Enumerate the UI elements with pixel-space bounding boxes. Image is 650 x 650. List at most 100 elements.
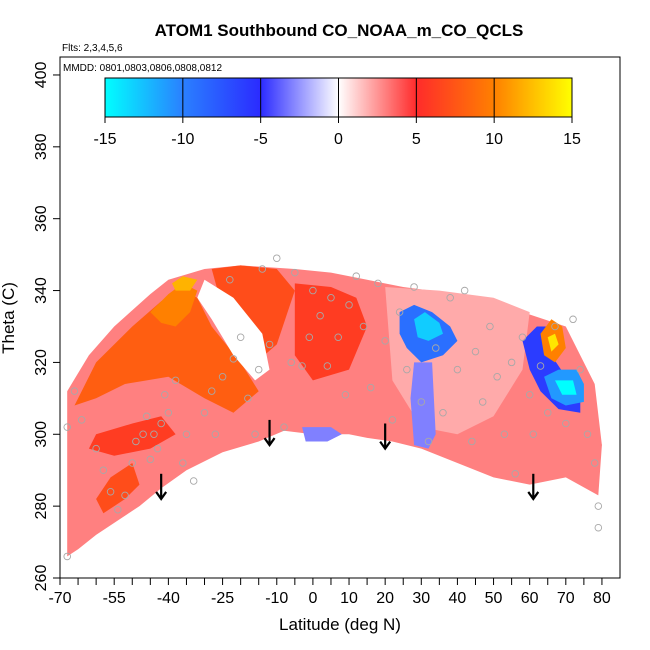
plot-frame bbox=[59, 56, 621, 579]
sample-point bbox=[226, 276, 234, 284]
sample-point bbox=[345, 301, 353, 309]
sample-point bbox=[417, 398, 426, 406]
sample-point bbox=[551, 322, 559, 331]
sample-point bbox=[569, 315, 577, 324]
y-tick-label: 360 bbox=[33, 205, 50, 232]
heat-region-north-low-tail bbox=[573, 412, 602, 456]
heat-region-north-cyan-core bbox=[555, 380, 577, 395]
heat-region-mid-band bbox=[294, 283, 368, 381]
sample-point bbox=[258, 265, 267, 273]
colorbar-tick-label: -5 bbox=[254, 131, 268, 148]
heat-region-south-band-strong bbox=[74, 290, 259, 413]
heat-region-south-low-patch bbox=[88, 416, 176, 456]
sample-point bbox=[460, 286, 469, 295]
y-tick-label: 380 bbox=[33, 133, 50, 160]
sample-point bbox=[468, 437, 476, 446]
sample-point bbox=[341, 391, 350, 399]
sample-point bbox=[525, 391, 534, 399]
sample-point bbox=[478, 398, 487, 406]
sample-point bbox=[316, 311, 324, 320]
sample-point bbox=[70, 387, 79, 395]
sample-point bbox=[128, 459, 137, 467]
sample-point bbox=[424, 437, 433, 446]
sample-point bbox=[121, 491, 129, 500]
sample-point bbox=[298, 362, 306, 370]
arrow-head bbox=[379, 441, 392, 451]
colorbar-tick-label: 10 bbox=[485, 131, 503, 148]
heat-region-blue-stem bbox=[410, 362, 436, 449]
x-axis-label: Latitude (deg N) bbox=[279, 615, 401, 634]
y-axis-label: Theta (C) bbox=[0, 282, 18, 354]
sample-point bbox=[536, 362, 545, 370]
x-tick-label: -40 bbox=[157, 590, 180, 607]
sample-point bbox=[471, 347, 480, 356]
y-tick-label: 320 bbox=[33, 349, 50, 376]
colorbar-tick-label: 0 bbox=[334, 131, 343, 148]
x-tick-label: 50 bbox=[485, 590, 503, 607]
x-tick-label: 0 bbox=[308, 590, 317, 607]
sample-point bbox=[291, 268, 299, 277]
sample-point bbox=[229, 355, 238, 363]
x-tick-label: 60 bbox=[521, 590, 539, 607]
heat-region-south-deep-patch bbox=[96, 463, 140, 514]
sample-point bbox=[106, 488, 115, 496]
sample-point bbox=[583, 430, 592, 439]
sample-point bbox=[236, 333, 245, 342]
sample-point bbox=[182, 430, 191, 439]
sample-point bbox=[511, 470, 519, 478]
sample-point bbox=[218, 373, 227, 381]
sample-point bbox=[323, 362, 332, 370]
arrow-head bbox=[155, 491, 168, 501]
sample-point bbox=[543, 408, 552, 417]
sample-point bbox=[403, 365, 411, 374]
chart-title: ATOM1 Southbound CO_NOAA_m_CO_QCLS bbox=[155, 21, 524, 40]
sample-point bbox=[594, 502, 603, 510]
y-tick-label: 400 bbox=[33, 62, 50, 89]
sample-point bbox=[63, 552, 71, 561]
sample-point bbox=[507, 358, 516, 367]
sample-point bbox=[157, 419, 165, 428]
heat-region-south-core bbox=[150, 283, 198, 327]
sample-point bbox=[439, 408, 447, 417]
sample-point bbox=[493, 373, 501, 381]
sample-point bbox=[309, 286, 317, 295]
sample-point bbox=[77, 416, 86, 424]
axes: -70 -55 -40 -25 -10 0 10 20 30 40 50 60 70 8026028030… bbox=[33, 62, 611, 607]
sample-point bbox=[327, 293, 335, 302]
x-tick-label: -25 bbox=[211, 590, 234, 607]
sample-point bbox=[99, 466, 108, 474]
sample-point bbox=[518, 333, 527, 342]
sample-point bbox=[359, 322, 368, 331]
flights-note: Flts: 2,3,4,5,6 bbox=[62, 43, 123, 54]
x-tick-label: 70 bbox=[557, 590, 575, 607]
sample-point bbox=[146, 455, 155, 464]
sample-point bbox=[207, 387, 216, 395]
x-tick-label: 80 bbox=[593, 590, 611, 607]
heat-region-north-yellow-core bbox=[547, 333, 559, 352]
sample-point bbox=[576, 365, 585, 374]
x-tick-label: -10 bbox=[265, 590, 288, 607]
sample-point bbox=[139, 430, 147, 439]
sample-point bbox=[211, 430, 220, 439]
x-tick-label: 20 bbox=[376, 590, 394, 607]
x-tick-label: -70 bbox=[48, 590, 71, 607]
sample-point bbox=[305, 333, 314, 342]
sample-point bbox=[446, 293, 454, 302]
arrow-head bbox=[527, 491, 540, 501]
x-tick-label: 30 bbox=[412, 590, 430, 607]
sample-point bbox=[244, 394, 252, 403]
sample-point bbox=[381, 337, 389, 345]
sample-point bbox=[200, 408, 209, 417]
heat-region-south-top-cap bbox=[172, 276, 198, 291]
colorbar-tick-label: -15 bbox=[93, 131, 116, 148]
sample-point bbox=[63, 423, 71, 431]
sample-point bbox=[590, 459, 599, 467]
plot-area bbox=[63, 254, 603, 561]
y-tick-label: 300 bbox=[33, 421, 50, 448]
sample-point bbox=[153, 444, 162, 453]
sample-point bbox=[395, 308, 404, 316]
sample-point bbox=[594, 523, 603, 532]
sample-point bbox=[142, 412, 151, 421]
sample-point bbox=[132, 437, 140, 446]
